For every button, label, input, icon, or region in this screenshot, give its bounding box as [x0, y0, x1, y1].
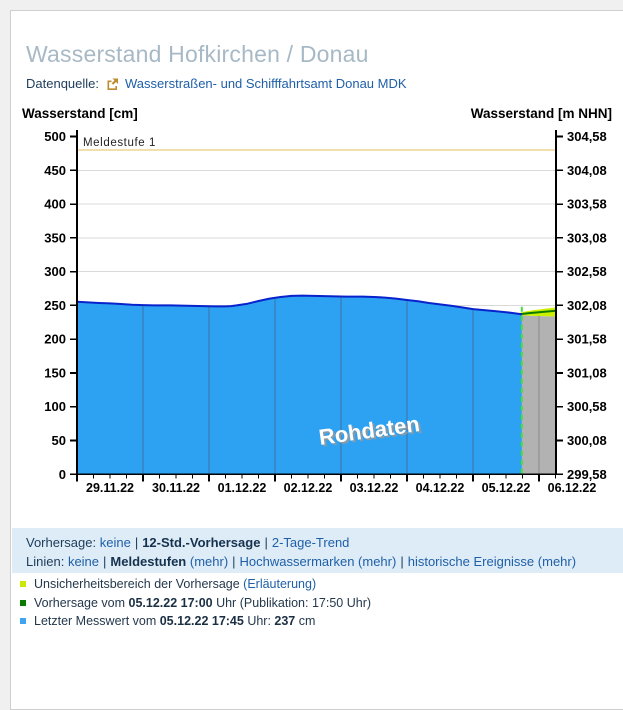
svg-text:301,08: 301,08	[567, 365, 607, 380]
x-axis-date-label: 05.12.22	[482, 481, 531, 495]
svg-text:50: 50	[52, 433, 66, 448]
datasource-link[interactable]: Wasserstraßen- und Schifffahrtsamt Donau…	[125, 76, 407, 91]
svg-text:0: 0	[59, 467, 66, 482]
svg-text:303,08: 303,08	[567, 230, 607, 245]
legend-swatch	[20, 581, 26, 587]
datasource-row: Datenquelle: Wasserstraßen- und Schifffa…	[26, 76, 407, 91]
svg-text:303,58: 303,58	[567, 197, 607, 212]
legend-text: Letzter Messwert vom 05.12.22 17:45 Uhr:…	[34, 614, 316, 628]
legend-swatch	[20, 599, 26, 606]
x-axis-date-label: 29.11.22	[86, 481, 134, 495]
datasource-label: Datenquelle:	[26, 76, 99, 91]
lines-option-historische[interactable]: historische Ereignisse	[407, 554, 535, 569]
svg-text:304,58: 304,58	[567, 129, 607, 144]
svg-text:400: 400	[44, 197, 66, 212]
forecast-option-12h[interactable]: 12-Std.-Vorhersage	[142, 535, 261, 550]
chart-options-box: Vorhersage: keine | 12-Std.-Vorhersage | 2-T…	[12, 528, 623, 573]
lines-option-none[interactable]: keine	[67, 554, 100, 569]
svg-text:304,08: 304,08	[567, 163, 607, 178]
legend-item-2: Letzter Messwert vom 05.12.22 17:45 Uhr:…	[20, 613, 620, 629]
lines-option-meldestufen[interactable]: Meldestufen	[110, 554, 187, 569]
x-axis-date-label: 30.11.22	[152, 481, 200, 495]
forecast-options-row: Vorhersage: keine | 12-Std.-Vorhersage | 2-T…	[26, 535, 350, 550]
svg-text:300,58: 300,58	[567, 399, 607, 414]
legend-link[interactable]: (Erläuterung)	[243, 577, 317, 591]
svg-text:302,08: 302,08	[567, 298, 607, 313]
svg-text:Wasserstand [m NHN]: Wasserstand [m NHN]	[471, 106, 612, 121]
svg-text:300,08: 300,08	[567, 433, 607, 448]
svg-text:250: 250	[44, 298, 66, 313]
lines-label: Linien:	[26, 554, 65, 569]
legend-item-0: Unsicherheitsbereich der Vorhersage (Erl…	[20, 576, 620, 592]
lines-option-hochwassermarken[interactable]: Hochwassermarken	[239, 554, 355, 569]
svg-text:Wasserstand [cm]: Wasserstand [cm]	[22, 106, 138, 121]
svg-text:150: 150	[44, 365, 66, 380]
x-axis-date-label: 03.12.22	[350, 481, 399, 495]
historische-more-link[interactable]: (mehr)	[537, 554, 577, 569]
threshold-label: Meldestufe 1	[83, 137, 156, 149]
lines-options-row: Linien: keine | Meldestufen (mehr) | Hochwas…	[26, 554, 577, 569]
hochwassermarken-more-link[interactable]: (mehr)	[358, 554, 397, 569]
x-axis-date-label: 04.12.22	[416, 481, 465, 495]
forecast-option-trend[interactable]: 2-Tage-Trend	[271, 535, 350, 550]
external-link-icon	[105, 77, 119, 91]
forecast-label: Vorhersage:	[26, 535, 97, 550]
x-axis-date-label: 01.12.22	[218, 481, 267, 495]
chart-legend: Unsicherheitsbereich der Vorhersage (Erl…	[20, 576, 620, 632]
svg-text:450: 450	[44, 163, 66, 178]
meldestufen-more-link[interactable]: (mehr)	[189, 554, 229, 569]
svg-text:301,58: 301,58	[567, 332, 607, 347]
page-title: Wasserstand Hofkirchen / Donau	[26, 41, 369, 68]
chart-svg: Wasserstand [cm] Wasserstand [m NHN] Melde…	[22, 106, 612, 495]
svg-text:302,58: 302,58	[567, 264, 607, 279]
legend-swatch	[20, 618, 26, 624]
legend-text: Vorhersage vom 05.12.22 17:00 Uhr (Publi…	[34, 595, 372, 610]
svg-text:100: 100	[44, 399, 66, 414]
legend-text: Unsicherheitsbereich der Vorhersage (Erl…	[34, 577, 317, 591]
svg-text:299,58: 299,58	[567, 467, 607, 482]
x-axis-date-label: 02.12.22	[284, 481, 333, 495]
x-axis-date-label: 06.12.22	[548, 481, 597, 495]
legend-item-1: Vorhersage vom 05.12.22 17:00 Uhr (Publi…	[20, 595, 620, 611]
svg-text:350: 350	[44, 230, 66, 245]
svg-text:300: 300	[44, 264, 66, 279]
water-level-chart: Wasserstand [cm] Wasserstand [m NHN] Melde…	[0, 100, 623, 500]
forecast-option-none[interactable]: keine	[99, 535, 131, 550]
svg-text:200: 200	[44, 332, 66, 347]
svg-text:500: 500	[44, 129, 66, 144]
